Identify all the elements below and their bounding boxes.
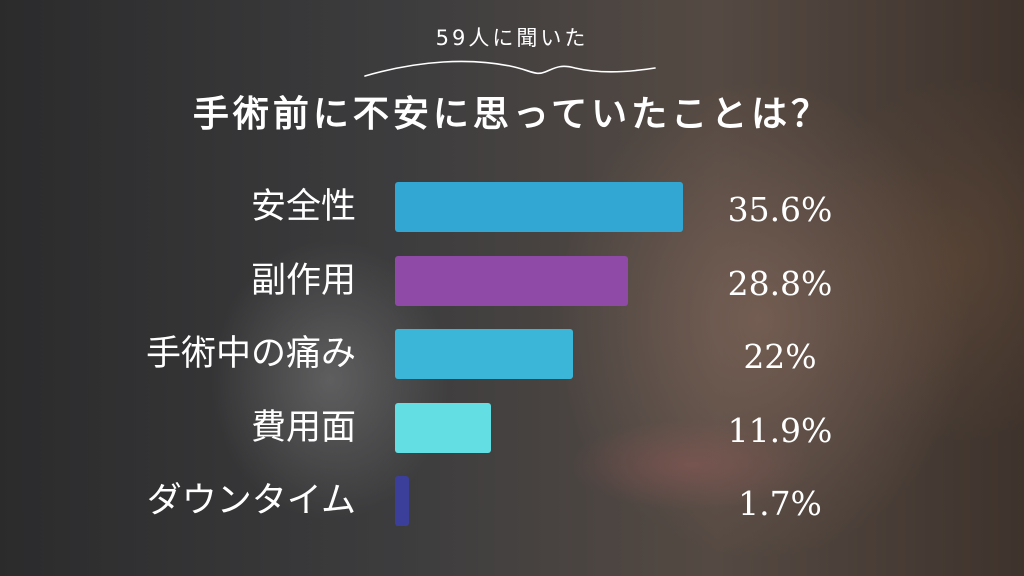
bar: [395, 402, 492, 453]
value-label: 28.8%: [727, 263, 833, 303]
value-label: 1.7%: [738, 484, 822, 523]
bar: [395, 255, 628, 306]
category-label: 安全性: [250, 187, 356, 227]
category-label: 費用面: [250, 407, 356, 448]
chart-title: 手術前に不安に思っていたことは？: [192, 93, 832, 135]
value-label: 22%: [743, 337, 817, 376]
category-label: 副作用: [250, 260, 356, 301]
category-label: ダウンタイム: [146, 481, 356, 521]
value-label: 11.9%: [727, 410, 833, 450]
bar: [395, 476, 409, 526]
category-label: 手術中の痛み: [145, 334, 356, 374]
subtitle: 59人に聞いた: [435, 26, 589, 50]
decorative-swash-icon: [364, 60, 656, 77]
value-label: 35.6%: [727, 190, 833, 229]
bar: [395, 182, 683, 232]
bar: [395, 329, 573, 379]
